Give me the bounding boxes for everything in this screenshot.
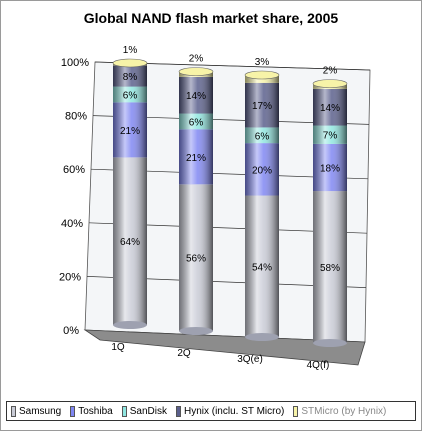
legend-label: Toshiba — [78, 405, 113, 417]
data-label: 56% — [186, 254, 206, 265]
legend-swatch — [70, 405, 76, 417]
bar-segment-shade — [113, 157, 147, 325]
bar-segment-shade — [113, 86, 147, 103]
bar-segment-shade — [179, 184, 213, 331]
bar-segment-shade — [179, 113, 213, 130]
bar-base-cap — [245, 333, 279, 341]
data-label: 17% — [252, 101, 272, 112]
bar-segment-shade — [313, 191, 347, 343]
data-label: 14% — [186, 91, 206, 102]
legend-item: Samsung — [11, 405, 62, 417]
data-label: 2% — [323, 66, 338, 77]
data-label: 8% — [123, 72, 138, 83]
bar-stack-4Q(f) — [312, 79, 348, 347]
y-tick-label: 100% — [61, 57, 89, 69]
bar-base-cap — [313, 339, 347, 347]
legend-item: STMicro (by Hynix) — [293, 405, 387, 417]
data-label-group: 64% 21% 6% 8% 1% 56% 21% 6% 14% 2% 54% 20% 6% 17% 3% 58… — [120, 45, 340, 274]
legend-item: Toshiba — [70, 405, 113, 417]
x-tick-label: 2Q — [177, 348, 191, 359]
bar-segment-shade — [313, 125, 347, 144]
y-tick-label: 0% — [63, 325, 79, 337]
bar-stack-3Q(e) — [244, 70, 280, 341]
data-label: 21% — [120, 126, 140, 137]
legend-swatch — [293, 405, 299, 417]
legend-swatch — [11, 405, 16, 417]
legend-swatch — [121, 405, 127, 417]
y-tick-label: 40% — [61, 218, 83, 230]
bar-stack-2Q — [178, 67, 214, 335]
legend-item: Hynix (inclu. ST Micro) — [175, 405, 285, 417]
data-label: 21% — [186, 153, 206, 164]
y-tick-label: 20% — [59, 271, 81, 283]
bar-segment-shade — [245, 127, 279, 144]
legend-label: STMicro (by Hynix) — [301, 405, 387, 417]
bar-segment-shade — [179, 129, 213, 185]
data-label: 1% — [123, 45, 138, 56]
legend-label: Hynix (inclu. ST Micro) — [183, 405, 285, 417]
bar-top-cap — [178, 67, 214, 76]
data-label: 54% — [252, 262, 272, 273]
y-tick-label: 60% — [63, 164, 85, 176]
legend-label: SanDisk — [129, 405, 167, 417]
legend-item: SanDisk — [121, 405, 167, 417]
data-label: 20% — [252, 165, 272, 176]
y-tick-label: 80% — [65, 111, 87, 123]
x-tick-label: 1Q — [111, 342, 125, 353]
legend-label: Samsung — [19, 405, 62, 417]
bar-series-group — [112, 58, 348, 347]
data-label: 2% — [189, 54, 204, 65]
chart-title: Global NAND flash market share, 2005 — [83, 10, 339, 26]
chart-walls — [83, 61, 371, 366]
legend-swatch — [175, 405, 181, 417]
bar-top-cap — [244, 70, 280, 80]
bar-segment-shade — [245, 195, 279, 337]
data-label: 64% — [120, 237, 140, 248]
data-label: 6% — [255, 131, 270, 142]
legend: Samsung Toshiba SanDisk Hynix (inclu. ST Mi… — [6, 401, 416, 421]
x-axis: 1Q 2Q 3Q(e) 4Q(f) — [111, 342, 329, 371]
bar-segment-shade — [113, 102, 147, 158]
data-label: 6% — [123, 90, 138, 101]
bar-segment-shade — [113, 65, 147, 87]
bar-top-cap — [312, 79, 348, 88]
data-label: 18% — [320, 163, 340, 174]
bar-base-cap — [113, 321, 147, 329]
bar-segment-shade — [245, 143, 279, 196]
data-label: 3% — [255, 57, 270, 68]
bar-segment-shade — [313, 143, 347, 192]
bar-segment-shade — [245, 82, 279, 128]
bar-stack-1Q — [112, 58, 148, 329]
bar-segment-shade — [313, 88, 347, 126]
bar-top-cap — [112, 58, 148, 68]
data-label: 58% — [320, 263, 340, 274]
bar-base-cap — [179, 327, 213, 335]
x-tick-label: 3Q(e) — [237, 354, 263, 365]
x-tick-label: 4Q(f) — [307, 360, 330, 371]
data-label: 14% — [320, 103, 340, 114]
data-label: 6% — [189, 117, 204, 128]
chart-plot-area: 0% 20% 40% 60% 80% 100% 1Q 2Q 3Q(e) 4Q(f) 64% 21%… — [59, 45, 371, 371]
bar-segment-shade — [179, 76, 213, 114]
data-label: 7% — [323, 131, 338, 142]
